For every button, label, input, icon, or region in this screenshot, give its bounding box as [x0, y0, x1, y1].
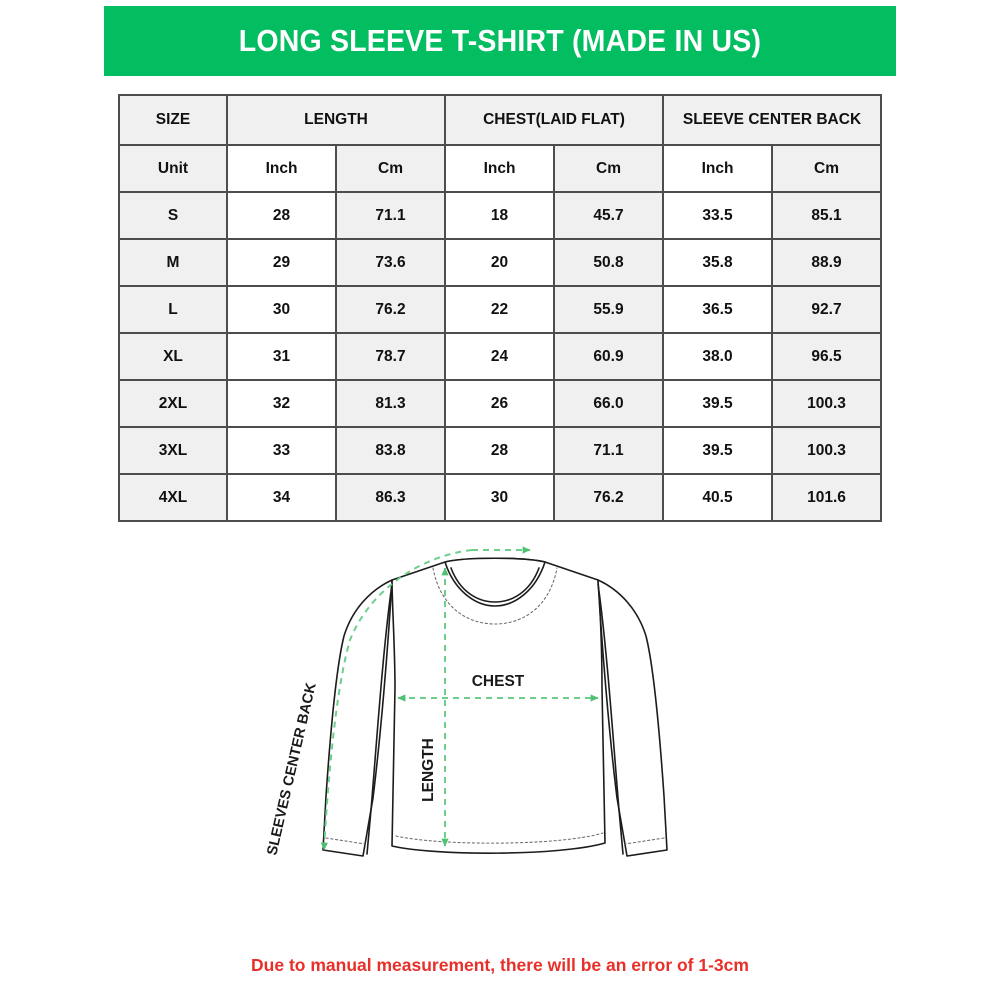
collar-inner-path	[450, 567, 540, 603]
row-size: L	[118, 285, 228, 334]
row-sleeve-in: 40.5	[662, 473, 773, 522]
unit-length-cm: Cm	[335, 144, 446, 193]
group-header-size: SIZE	[118, 94, 228, 146]
row-length-cm: 73.6	[335, 238, 446, 287]
table-group-header-row: SIZE LENGTH CHEST(LAID FLAT) SLEEVE CENT…	[118, 94, 882, 146]
row-length-in: 31	[226, 332, 337, 381]
row-sleeve-in: 38.0	[662, 332, 773, 381]
left-cuff-stitch	[325, 837, 366, 845]
row-length-cm: 83.8	[335, 426, 446, 475]
right-sleeve-seam	[597, 583, 624, 855]
row-length-in: 33	[226, 426, 337, 475]
unit-chest-inch: Inch	[444, 144, 555, 193]
row-length-cm: 78.7	[335, 332, 446, 381]
chest-label: CHEST	[472, 673, 525, 690]
row-length-cm: 81.3	[335, 379, 446, 428]
table-row: XL 31 78.7 24 60.9 38.0 96.5	[118, 332, 882, 381]
row-sleeve-cm: 100.3	[771, 426, 882, 475]
group-header-length: LENGTH	[226, 94, 446, 146]
row-chest-cm: 55.9	[553, 285, 664, 334]
row-size: 4XL	[118, 473, 228, 522]
header-banner: LONG SLEEVE T-SHIRT (MADE IN US)	[104, 6, 896, 76]
group-header-sleeve: SLEEVE CENTER BACK	[662, 94, 882, 146]
table-row: L 30 76.2 22 55.9 36.5 92.7	[118, 285, 882, 334]
measurement-disclaimer: Due to manual measurement, there will be…	[251, 955, 749, 975]
table-row: 4XL 34 86.3 30 76.2 40.5 101.6	[118, 473, 882, 522]
unit-sleeve-inch: Inch	[662, 144, 773, 193]
row-sleeve-cm: 88.9	[771, 238, 882, 287]
row-chest-cm: 50.8	[553, 238, 664, 287]
row-length-cm: 76.2	[335, 285, 446, 334]
unit-length-inch: Inch	[226, 144, 337, 193]
unit-chest-cm: Cm	[553, 144, 664, 193]
row-sleeve-cm: 92.7	[771, 285, 882, 334]
row-sleeve-in: 36.5	[662, 285, 773, 334]
group-header-chest: CHEST(LAID FLAT)	[444, 94, 664, 146]
row-sleeve-cm: 100.3	[771, 379, 882, 428]
table-row: M 29 73.6 20 50.8 35.8 88.9	[118, 238, 882, 287]
size-chart-table: SIZE LENGTH CHEST(LAID FLAT) SLEEVE CENT…	[118, 94, 882, 522]
long-sleeve-tshirt-illustration: CHEST LENGTH SLEEVES CENTER BACK	[264, 546, 668, 857]
row-length-in: 32	[226, 379, 337, 428]
sleeves-center-back-label: SLEEVES CENTER BACK	[264, 681, 319, 857]
row-sleeve-in: 39.5	[662, 379, 773, 428]
right-sleeve-path	[597, 579, 668, 857]
row-chest-cm: 71.1	[553, 426, 664, 475]
row-sleeve-in: 35.8	[662, 238, 773, 287]
unit-sleeve-cm: Cm	[771, 144, 882, 193]
row-chest-cm: 66.0	[553, 379, 664, 428]
table-row: 3XL 33 83.8 28 71.1 39.5 100.3	[118, 426, 882, 475]
right-cuff-stitch	[624, 837, 665, 845]
unit-label: Unit	[118, 144, 228, 193]
row-chest-cm: 60.9	[553, 332, 664, 381]
row-size: 2XL	[118, 379, 228, 428]
row-length-cm: 71.1	[335, 191, 446, 240]
row-length-in: 30	[226, 285, 337, 334]
sleeve-center-back-line	[320, 549, 473, 851]
row-chest-in: 28	[444, 426, 555, 475]
row-size: 3XL	[118, 426, 228, 475]
table-row: S 28 71.1 18 45.7 33.5 85.1	[118, 191, 882, 240]
row-length-in: 29	[226, 238, 337, 287]
row-sleeve-in: 39.5	[662, 426, 773, 475]
row-sleeve-cm: 85.1	[771, 191, 882, 240]
measurement-guides	[320, 546, 599, 851]
left-sleeve-path	[322, 579, 393, 857]
left-sleeve-seam	[366, 583, 393, 855]
page-title: LONG SLEEVE T-SHIRT (MADE IN US)	[238, 23, 762, 58]
row-sleeve-cm: 101.6	[771, 473, 882, 522]
row-size: XL	[118, 332, 228, 381]
row-chest-cm: 76.2	[553, 473, 664, 522]
bottom-hem-stitch	[395, 832, 604, 844]
row-chest-in: 24	[444, 332, 555, 381]
shirt-outline	[322, 557, 668, 857]
row-size: M	[118, 238, 228, 287]
garment-diagram: CHEST LENGTH SLEEVES CENTER BACK	[0, 528, 1000, 918]
length-label: LENGTH	[420, 738, 437, 802]
row-length-cm: 86.3	[335, 473, 446, 522]
table-row: 2XL 32 81.3 26 66.0 39.5 100.3	[118, 379, 882, 428]
row-chest-cm: 45.7	[553, 191, 664, 240]
row-chest-in: 18	[444, 191, 555, 240]
row-sleeve-cm: 96.5	[771, 332, 882, 381]
table-unit-row: Unit Inch Cm Inch Cm Inch Cm	[118, 144, 882, 193]
row-chest-in: 30	[444, 473, 555, 522]
row-chest-in: 20	[444, 238, 555, 287]
row-size: S	[118, 191, 228, 240]
row-length-in: 28	[226, 191, 337, 240]
row-sleeve-in: 33.5	[662, 191, 773, 240]
row-chest-in: 26	[444, 379, 555, 428]
row-chest-in: 22	[444, 285, 555, 334]
row-length-in: 34	[226, 473, 337, 522]
